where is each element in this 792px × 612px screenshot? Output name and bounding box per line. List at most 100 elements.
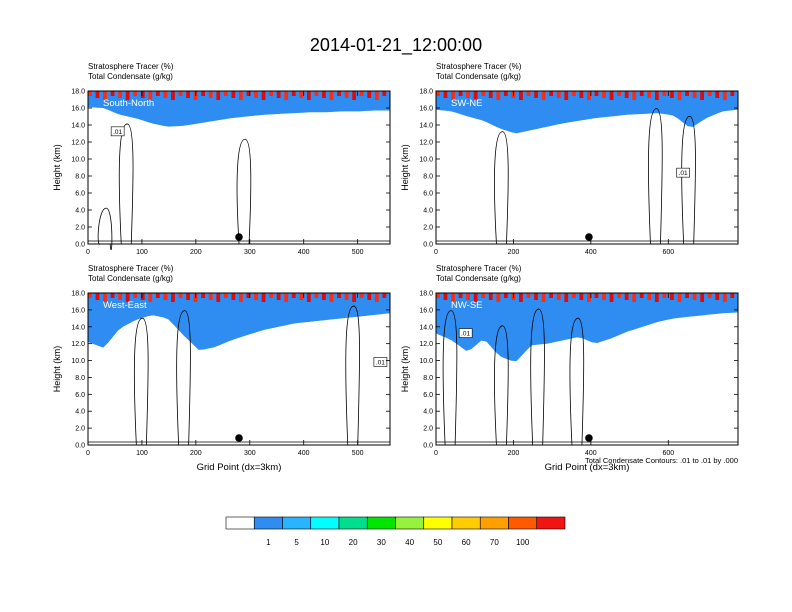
tracer-streak (579, 91, 584, 98)
contour-label-box (458, 328, 473, 338)
x-tick-label: 500 (352, 450, 364, 457)
panel-header-condensate: Total Condensate (g/kg) (436, 274, 521, 283)
section-label: NW-SE (451, 300, 483, 311)
tracer-streak (564, 91, 569, 100)
colorbar: 1 5 10 20 30 40 50 60 70 100 (225, 516, 566, 547)
tracer-streak (261, 293, 266, 302)
tracer-streak (276, 91, 281, 98)
tracer-streak (239, 91, 243, 100)
y-tick-label: 16.0 (71, 307, 85, 314)
tracer-streak (549, 293, 554, 298)
contour-line (118, 123, 134, 245)
y-tick-label: 18.0 (419, 89, 433, 96)
contour-line (494, 131, 509, 245)
colorbar-swatch (451, 516, 481, 530)
tracer-streak (488, 91, 493, 98)
tracer-streak (284, 91, 289, 100)
tracer-streak (246, 91, 251, 96)
tracer-streak (715, 91, 720, 98)
contour-label-box (110, 126, 125, 137)
tracer-band (436, 91, 738, 134)
tracer-streak (670, 91, 674, 98)
colorbar-swatch (508, 516, 538, 530)
tracer-streak (609, 293, 614, 302)
tracer-streak (496, 293, 501, 302)
tracer-streak (617, 293, 621, 298)
location-marker (235, 233, 243, 241)
colorbar-label: 30 (377, 538, 386, 547)
tracer-streak (564, 293, 569, 302)
tracer-streak (374, 293, 379, 302)
location-marker (235, 434, 243, 442)
y-tick-label: 2.0 (75, 225, 85, 232)
contour-line (176, 310, 191, 446)
colorbar-label: 100 (516, 538, 530, 547)
panel-header-condensate: Total Condensate (g/kg) (88, 274, 173, 283)
y-axis-label: Height (km) (400, 144, 410, 191)
tracer-streak (95, 91, 100, 98)
tracer-streak (125, 293, 130, 302)
tracer-band (436, 293, 738, 362)
y-tick-label: 0.0 (423, 443, 433, 450)
tracer-streak (223, 293, 228, 298)
tracer-streak (624, 293, 629, 300)
colorbar-label: 20 (349, 538, 358, 547)
tracer-streak (125, 91, 130, 100)
tracer-streak (632, 293, 637, 302)
tracer-streak (587, 293, 591, 302)
tracer-streak (155, 91, 160, 96)
tracer-streak (186, 293, 190, 300)
tracer-streak (466, 293, 470, 300)
x-tick-label: 0 (86, 249, 90, 256)
y-tick-label: 18.0 (419, 291, 433, 298)
tracer-streak (654, 91, 659, 100)
tracer-streak (587, 91, 591, 100)
y-tick-label: 6.0 (75, 191, 85, 198)
contour-label: .01 (113, 129, 122, 136)
contour-line (236, 138, 252, 245)
tracer-streak (541, 91, 546, 100)
tracer-streak (571, 293, 576, 298)
contour-line (133, 317, 149, 446)
tracer-field (88, 91, 390, 127)
tracer-streak (549, 91, 554, 96)
y-tick-label: 12.0 (419, 341, 433, 348)
x-axis-label: Grid Point (dx=3km) (545, 462, 630, 473)
contour-label: .01 (679, 170, 688, 177)
plot-frame (435, 292, 739, 446)
tracer-streak (707, 293, 712, 298)
tracer-streak (632, 91, 637, 100)
colorbar-swatch (423, 516, 453, 530)
y-tick-label: 10.0 (419, 157, 433, 164)
x-tick-label: 400 (585, 249, 597, 256)
y-tick-label: 12.0 (71, 140, 85, 147)
tracer-streak (140, 293, 145, 300)
y-tick-label: 4.0 (423, 208, 433, 215)
tracer-streak (148, 293, 153, 302)
tracer-streak (534, 293, 538, 300)
tracer-streak (246, 293, 251, 298)
y-tick-label: 14.0 (71, 123, 85, 130)
figure-title: 2014-01-21_12:00:00 (310, 35, 482, 56)
y-tick-label: 16.0 (419, 307, 433, 314)
tracer-field (436, 91, 738, 134)
tracer-streak (707, 91, 712, 96)
tracer-streak (254, 91, 258, 98)
tracer-field (88, 293, 390, 350)
tracer-streak (670, 293, 674, 300)
y-tick-label: 16.0 (419, 106, 433, 113)
tracer-streak (201, 293, 206, 298)
y-tick-label: 4.0 (75, 409, 85, 416)
y-tick-label: 8.0 (423, 174, 433, 181)
y-axis-label: Height (km) (400, 346, 410, 393)
tracer-streak (299, 293, 304, 300)
tracer-streak (541, 293, 546, 302)
tracer-streak (88, 91, 92, 96)
tracer-streak (458, 293, 463, 298)
y-axis-label: Height (km) (52, 346, 62, 393)
colorbar-label: 60 (462, 538, 471, 547)
tracer-streak (367, 293, 372, 300)
tracer-streak (473, 91, 478, 100)
colorbar-swatch (479, 516, 509, 530)
tracer-streak (519, 293, 523, 302)
